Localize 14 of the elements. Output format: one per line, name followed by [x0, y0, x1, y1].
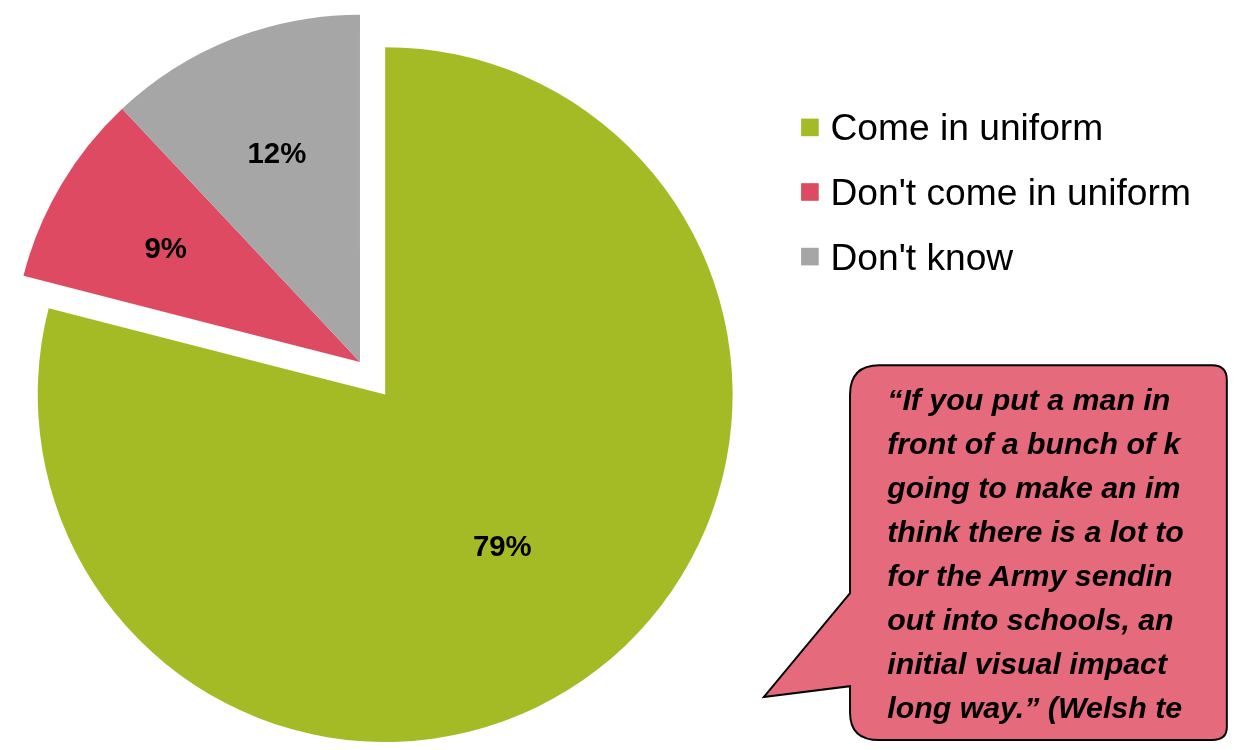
- data-label: 12%: [247, 135, 307, 169]
- text: out into schools, an: [887, 603, 1174, 637]
- data-label: 79%: [472, 529, 532, 563]
- legend-label: Don't know: [830, 235, 1014, 278]
- text: going to make an im: [886, 471, 1181, 505]
- text: “If you put a man in: [887, 382, 1171, 416]
- legend-label: Don't come in uniform: [830, 170, 1191, 213]
- text: front of a bunch of k: [887, 427, 1183, 461]
- text: think there is a lot to: [887, 515, 1184, 549]
- data-label: 9%: [144, 230, 187, 264]
- text: for the Army sendin: [887, 559, 1173, 593]
- legend-label: Come in uniform: [830, 106, 1104, 149]
- text: long way.” (Welsh te: [887, 691, 1183, 725]
- text: initial visual impact: [887, 647, 1169, 681]
